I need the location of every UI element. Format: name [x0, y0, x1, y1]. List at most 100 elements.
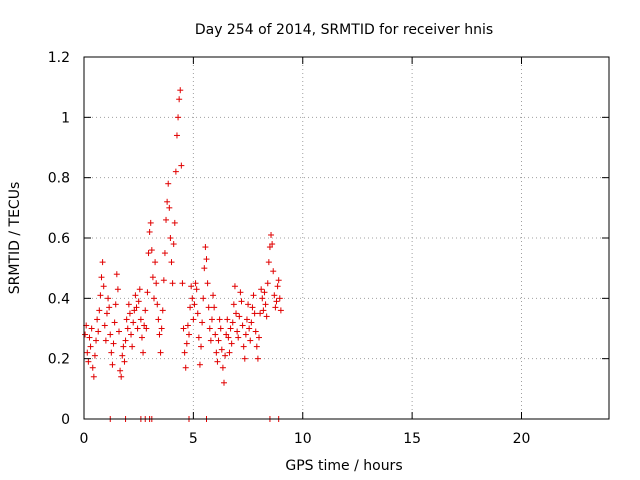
data-point — [146, 228, 153, 235]
data-point — [186, 331, 192, 338]
data-point — [125, 301, 132, 308]
data-point — [124, 325, 131, 332]
data-point — [181, 349, 188, 356]
x-tick-label: 15 — [403, 431, 421, 447]
data-point — [210, 292, 217, 299]
data-point — [180, 325, 187, 332]
data-point — [273, 298, 280, 305]
data-point — [128, 331, 135, 338]
data-point — [133, 304, 140, 311]
data-point — [248, 319, 255, 326]
x-tick-label: 5 — [189, 431, 198, 447]
data-point — [159, 307, 166, 314]
data-point — [247, 337, 254, 344]
data-point — [263, 313, 270, 320]
data-point — [160, 277, 167, 284]
data-point — [147, 219, 154, 226]
data-point — [123, 316, 130, 323]
data-point — [274, 283, 281, 290]
x-axis-label: GPS time / hours — [285, 458, 402, 474]
data-point — [265, 259, 272, 266]
y-tick-label: 0.2 — [48, 352, 70, 368]
data-point — [227, 325, 234, 332]
data-point — [177, 87, 184, 94]
data-point — [134, 325, 141, 332]
y-tick-label: 0.4 — [48, 291, 70, 307]
data-point — [141, 322, 148, 329]
data-point — [163, 216, 170, 223]
data-point — [173, 132, 180, 139]
data-point — [95, 328, 102, 335]
data-point — [170, 241, 177, 248]
data-point — [178, 162, 185, 169]
data-point — [114, 286, 121, 293]
data-point — [211, 304, 218, 311]
data-point — [105, 295, 112, 302]
data-point — [143, 325, 150, 332]
data-point — [259, 295, 266, 302]
data-point — [164, 198, 171, 205]
data-point — [107, 331, 114, 338]
data-point — [204, 280, 211, 287]
data-point — [148, 247, 155, 254]
data-point — [271, 292, 278, 299]
axis-ticks: 0 0.2 0.4 0.6 0.8 1 1.2 0 5 10 15 20 — [48, 50, 609, 447]
data-point — [192, 280, 199, 287]
y-tick-label: 1 — [61, 110, 70, 126]
data-point — [136, 286, 143, 293]
data-point — [270, 268, 277, 275]
data-point — [167, 235, 174, 241]
data-point — [213, 349, 220, 356]
data-point — [246, 325, 253, 332]
data-point — [117, 367, 124, 374]
data-point — [113, 271, 120, 278]
data-point — [243, 316, 250, 323]
data-point — [161, 250, 168, 257]
data-point — [191, 301, 198, 308]
data-point — [93, 337, 100, 344]
data-point — [206, 325, 213, 332]
data-point — [89, 364, 96, 371]
data-point — [215, 337, 222, 344]
data-point — [222, 352, 229, 359]
data-point — [194, 310, 201, 317]
data-point — [190, 316, 197, 323]
data-point — [176, 96, 183, 103]
data-point — [225, 334, 232, 341]
data-point — [84, 349, 91, 356]
data-point — [82, 331, 89, 338]
data-point — [218, 346, 225, 353]
data-point — [137, 316, 144, 323]
data-point — [144, 289, 151, 296]
x-tick-label: 0 — [80, 431, 89, 447]
data-point — [240, 343, 247, 350]
data-point — [201, 265, 208, 272]
data-point — [183, 340, 190, 347]
data-point — [99, 259, 106, 266]
data-point — [252, 328, 259, 335]
data-point — [130, 319, 137, 326]
data-point — [187, 304, 194, 311]
data-point — [90, 373, 97, 380]
data-point — [203, 256, 210, 263]
data-point — [238, 298, 245, 305]
data-point — [116, 328, 122, 335]
data-point — [266, 244, 273, 251]
data-point — [216, 316, 223, 323]
data-point — [138, 334, 145, 341]
data-point — [111, 319, 118, 326]
data-point — [260, 307, 267, 314]
data-point — [224, 316, 231, 323]
y-axis-label: SRMTID / TECUs — [7, 182, 23, 295]
data-point — [149, 274, 156, 281]
data-point — [234, 328, 241, 335]
data-point — [118, 373, 125, 380]
data-point — [172, 168, 179, 175]
data-point — [122, 337, 129, 344]
data-point — [98, 274, 105, 281]
data-point — [258, 286, 265, 293]
data-point — [205, 304, 212, 311]
data-point — [250, 292, 257, 299]
data-point — [261, 289, 268, 296]
data-point — [189, 295, 196, 302]
